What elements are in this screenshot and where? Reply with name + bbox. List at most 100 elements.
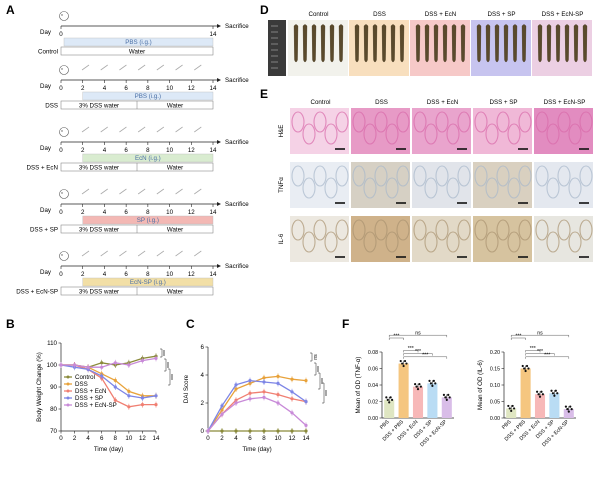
significance-bracket	[322, 382, 325, 404]
tissue-crypt	[385, 231, 399, 253]
colon-specimen	[390, 24, 396, 63]
series-line	[60, 364, 157, 399]
syringe-icon	[137, 188, 146, 195]
y-tick-label: 0.04	[368, 383, 378, 389]
tissue-crypt	[485, 123, 499, 145]
tissue-crypt	[413, 219, 427, 241]
colon-specimen	[442, 24, 448, 63]
data-point	[154, 403, 158, 407]
x-tick-label: 2	[73, 435, 77, 442]
colon-specimen	[354, 24, 360, 63]
tissue-crypt	[435, 219, 449, 241]
data-point	[276, 374, 280, 378]
histology-row-label: H&E	[278, 125, 285, 138]
treatment-bar	[82, 277, 214, 287]
data-point	[72, 363, 77, 367]
significance-label: ***	[515, 334, 521, 340]
significance-bracket	[525, 356, 569, 359]
tissue-crypt	[446, 177, 460, 199]
significance-bracket	[164, 358, 167, 372]
data-dot	[432, 379, 435, 382]
syringe-icon	[194, 64, 202, 71]
legend-label: Control	[75, 374, 95, 381]
tissue-crypt	[324, 231, 338, 253]
syringe-icon	[119, 250, 127, 257]
colon-specimen	[582, 24, 588, 63]
syringe-icon	[156, 126, 165, 133]
data-dot	[570, 407, 573, 411]
colon-specimen	[451, 24, 457, 63]
timeline-tick-label: 4	[103, 147, 107, 154]
colon-specimen	[546, 24, 552, 63]
data-dot	[389, 396, 392, 399]
significance-label: ***	[393, 334, 399, 340]
data-point	[206, 429, 210, 433]
day-label: Day	[40, 145, 52, 152]
data-point	[220, 404, 224, 408]
legend-marker	[66, 396, 70, 400]
syringe-icon	[194, 250, 202, 257]
panel-label-c: C	[186, 317, 195, 331]
il6-od-bar-chart: 0.00 0.05 0.10 0.15 0.20 Mean of OD (IL-6) PBS…	[477, 331, 576, 448]
data-point	[262, 390, 266, 394]
timeline-tick-label: 4	[103, 85, 107, 92]
timeline-tick-label: 2	[81, 271, 85, 278]
arrow-head-icon	[217, 140, 221, 144]
panel-label-e: E	[260, 87, 268, 101]
data-dot	[540, 390, 543, 393]
series-line	[61, 357, 157, 368]
y-axis-label: Mean of OD (TNF-α)	[355, 357, 362, 414]
data-dot	[525, 364, 529, 368]
data-dot	[551, 392, 555, 395]
timeline-tick-label: 4	[103, 209, 107, 216]
timeline-tick-label: 6	[124, 209, 128, 216]
tissue-crypt	[385, 177, 399, 199]
tissue-crypt	[352, 165, 366, 187]
mouse-icon	[59, 11, 69, 21]
x-tick-label: 0	[206, 435, 210, 442]
data-dot	[521, 364, 524, 368]
day-label: Day	[40, 29, 52, 36]
tissue-crypt	[446, 123, 460, 145]
colon-specimen	[381, 24, 387, 63]
data-dot	[567, 410, 570, 413]
timeline-tick-label: 0	[59, 147, 63, 154]
panel-label-d: D	[260, 3, 269, 17]
y-tick-label: 0.06	[368, 367, 378, 373]
mouse-icon	[59, 65, 69, 75]
significance-label: ns	[537, 331, 543, 337]
data-point	[304, 379, 308, 383]
data-point	[113, 378, 117, 382]
data-dot	[556, 392, 559, 395]
data-point	[262, 376, 266, 380]
data-dot	[527, 367, 530, 370]
timeline-tick-label: 2	[81, 209, 85, 216]
timeline-tick-label: 6	[124, 147, 128, 154]
x-tick-label: 8	[262, 435, 266, 442]
bar	[412, 386, 424, 418]
data-dot	[523, 367, 526, 370]
data-point	[100, 365, 104, 369]
data-point	[113, 385, 117, 389]
arrow-head-icon	[217, 202, 221, 206]
panel-label-f: F	[342, 317, 349, 331]
water-bar	[60, 46, 214, 56]
significance-bracket	[525, 350, 541, 353]
treatment-bar	[82, 215, 214, 225]
category-label: PBS	[379, 419, 391, 431]
syringe-icon	[81, 250, 90, 257]
tissue-crypt	[396, 165, 410, 187]
mouse-icon	[59, 127, 69, 137]
day-label: Day	[40, 269, 52, 276]
data-point	[220, 412, 224, 416]
data-dot	[385, 396, 388, 399]
timeline-tick-label: 6	[124, 271, 128, 278]
tissue-crypt	[557, 165, 571, 187]
data-point	[304, 400, 308, 404]
treatment-bar	[63, 37, 214, 47]
significance-bracket	[525, 353, 555, 356]
colon-specimen	[372, 24, 378, 63]
legend-label: DSS	[75, 381, 88, 388]
tissue-crypt	[313, 111, 327, 133]
data-dot	[541, 393, 544, 396]
